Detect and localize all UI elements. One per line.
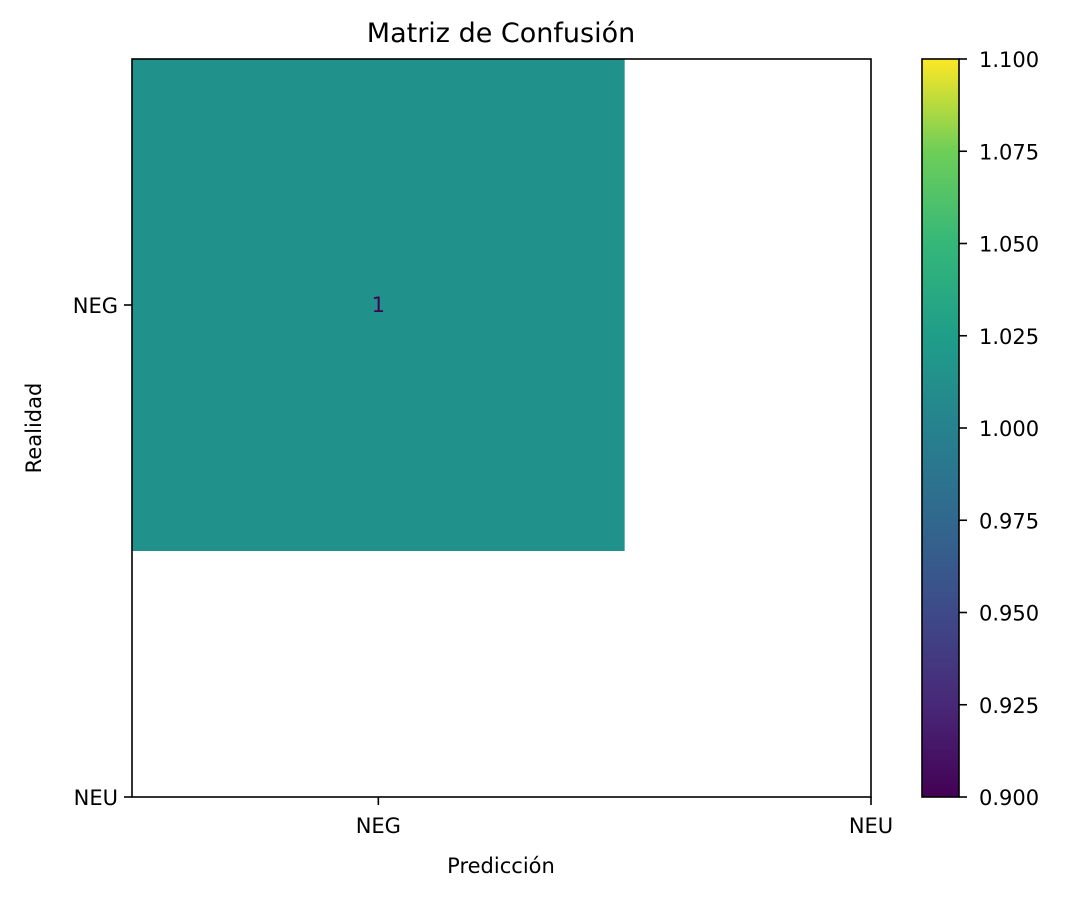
chart-title: Matriz de Confusión: [367, 18, 635, 49]
colorbar-tick-label: 0.975: [979, 509, 1039, 533]
colorbar: [921, 58, 960, 798]
colorbar-tick-label: 0.950: [979, 602, 1039, 626]
y-tick-label: NEG: [73, 294, 118, 318]
colorbar-tick-label: 0.925: [979, 694, 1039, 718]
y-axis-ticks: NEG NEU: [73, 294, 132, 810]
x-axis-label: Predicción: [447, 854, 555, 878]
colorbar-tick-label: 1.025: [979, 325, 1039, 349]
x-tick-label: NEU: [849, 814, 893, 838]
plot-frame: [131, 58, 872, 798]
y-axis-label: Realidad: [22, 383, 46, 474]
heatmap-cell: [132, 59, 625, 551]
colorbar-tick-label: 0.900: [979, 786, 1039, 810]
colorbar-ticks: 0.900 0.925 0.950 0.975 1.000 1.025 1.050 1.075…: [959, 48, 1039, 810]
colorbar-tick-label: 1.000: [979, 417, 1039, 441]
cell-value-label: 1: [372, 293, 385, 317]
heatmap-cells: 1: [132, 59, 625, 551]
y-tick-label: NEU: [74, 786, 118, 810]
x-tick-label: NEG: [356, 814, 401, 838]
colorbar-tick-label: 1.100: [979, 48, 1039, 72]
colorbar-tick-label: 1.050: [979, 233, 1039, 257]
colorbar-tick-label: 1.075: [979, 140, 1039, 164]
x-axis-ticks: NEG NEU: [356, 797, 893, 838]
